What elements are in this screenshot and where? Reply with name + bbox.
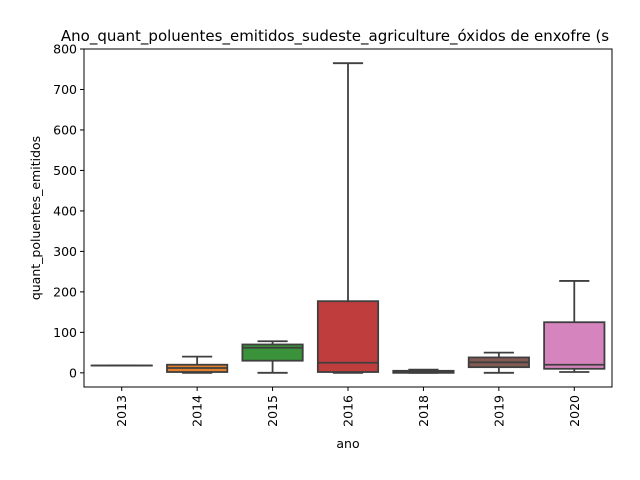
y-tick-label: 0 bbox=[69, 365, 77, 380]
x-tick-label: 2014 bbox=[190, 395, 205, 427]
y-tick-label: 200 bbox=[53, 284, 77, 299]
y-tick-label: 700 bbox=[53, 82, 77, 97]
axes-frame bbox=[83, 48, 613, 388]
box-2020 bbox=[543, 321, 606, 370]
y-tick-label: 800 bbox=[53, 42, 77, 57]
y-axis-label: quant_poluentes_emitidos bbox=[28, 136, 43, 300]
chart-title: Ano_quant_poluentes_emitidos_sudeste_agr… bbox=[61, 27, 609, 46]
plot-area: 0 100 200 300 400 500 600 700 800 2013 2014 2015 201… bbox=[53, 42, 613, 427]
y-tick-label: 500 bbox=[53, 163, 77, 178]
x-tick-label: 2018 bbox=[416, 395, 431, 427]
x-tick-label: 2016 bbox=[341, 395, 356, 427]
y-tick-label: 100 bbox=[53, 325, 77, 340]
box-2016 bbox=[316, 300, 380, 373]
x-tick-label: 2019 bbox=[491, 395, 506, 427]
y-tick-label: 400 bbox=[53, 203, 77, 218]
x-tick-label: 2020 bbox=[567, 395, 582, 427]
x-tick-label: 2015 bbox=[265, 395, 280, 427]
y-tick-label: 600 bbox=[53, 122, 77, 137]
x-axis-label: ano bbox=[336, 436, 359, 451]
y-tick-label: 300 bbox=[53, 244, 77, 259]
x-tick-label: 2013 bbox=[114, 395, 129, 427]
